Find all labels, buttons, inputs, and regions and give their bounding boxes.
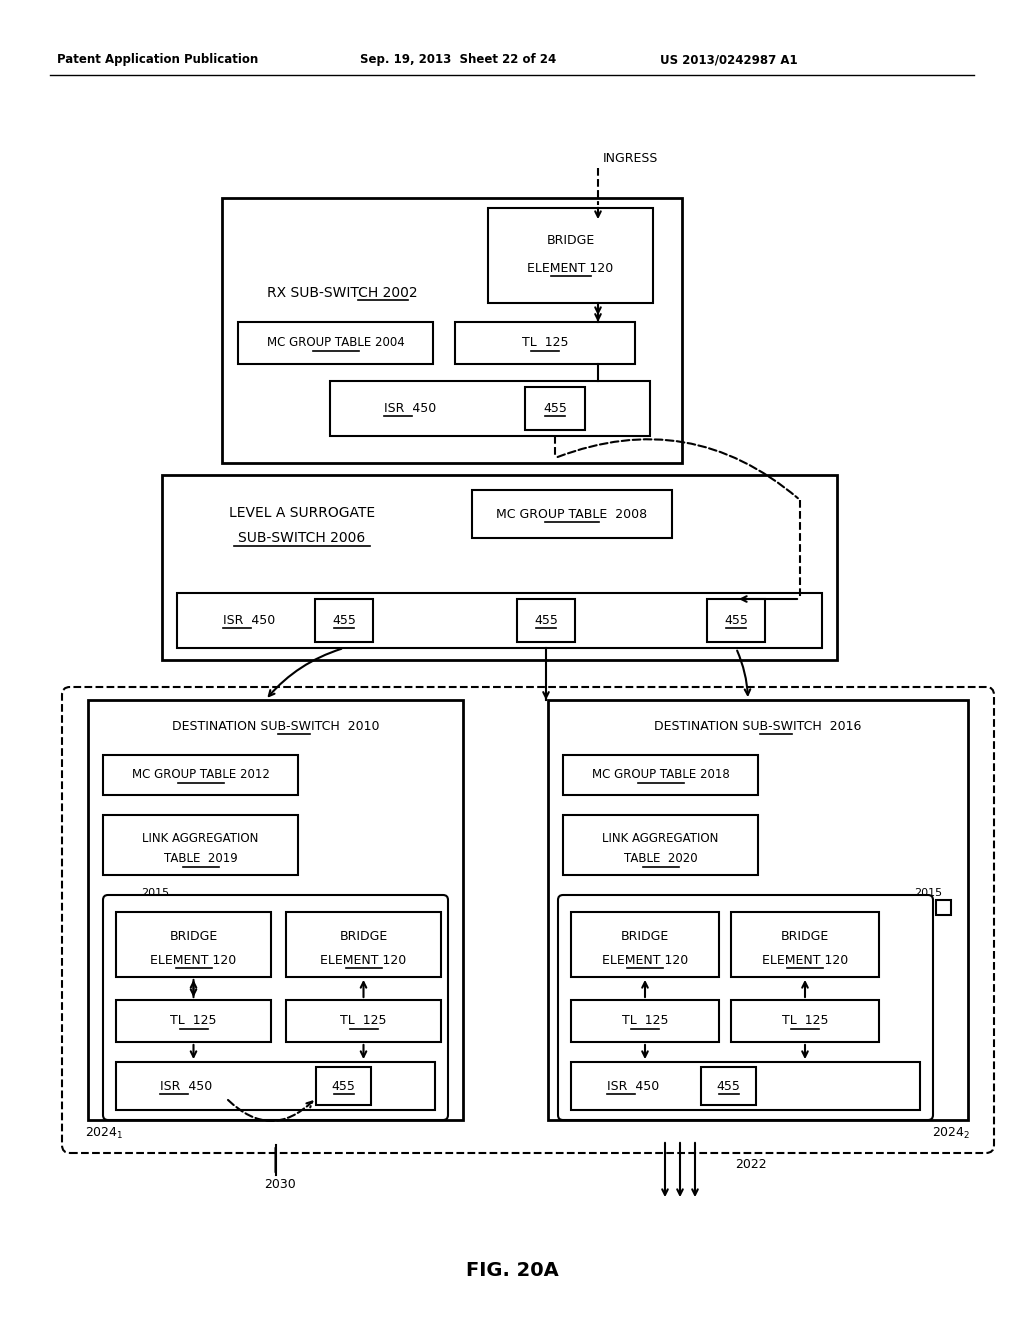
Text: DESTINATION SUB-SWITCH  2010: DESTINATION SUB-SWITCH 2010	[172, 719, 379, 733]
Bar	[563, 755, 758, 795]
Bar	[472, 490, 672, 539]
Text: SUB-SWITCH 2006: SUB-SWITCH 2006	[239, 531, 366, 545]
Bar	[286, 912, 441, 977]
Text: BRIDGE: BRIDGE	[781, 931, 829, 944]
Text: ELEMENT 120: ELEMENT 120	[321, 953, 407, 966]
Text: BRIDGE: BRIDGE	[621, 931, 669, 944]
Text: 2024$_1$: 2024$_1$	[85, 1126, 124, 1140]
Bar	[455, 322, 635, 364]
Text: ELEMENT 120: ELEMENT 120	[602, 953, 688, 966]
Text: TL  125: TL 125	[781, 1015, 828, 1027]
Text: BRIDGE: BRIDGE	[547, 235, 595, 248]
Text: INGRESS: INGRESS	[603, 152, 658, 165]
Bar	[571, 912, 719, 977]
Text: TABLE  2020: TABLE 2020	[624, 853, 697, 866]
FancyBboxPatch shape	[558, 895, 933, 1119]
Bar	[315, 599, 373, 642]
Bar	[517, 599, 575, 642]
Text: Patent Application Publication: Patent Application Publication	[57, 54, 258, 66]
Text: 455: 455	[332, 614, 356, 627]
Bar	[238, 322, 433, 364]
Text: TL  125: TL 125	[522, 337, 568, 350]
Bar	[488, 209, 653, 304]
Bar	[116, 1001, 271, 1041]
Text: 455: 455	[724, 614, 748, 627]
Text: TL  125: TL 125	[170, 1015, 217, 1027]
Text: ISR  450: ISR 450	[384, 401, 436, 414]
Text: 455: 455	[535, 614, 558, 627]
Bar	[103, 814, 298, 875]
Bar	[563, 814, 758, 875]
Bar	[316, 1067, 371, 1105]
Text: ELEMENT 120: ELEMENT 120	[527, 261, 613, 275]
Text: FIG. 20A: FIG. 20A	[466, 1261, 558, 1279]
Bar	[936, 900, 951, 915]
Bar	[548, 700, 968, 1119]
Text: MC GROUP TABLE 2012: MC GROUP TABLE 2012	[131, 768, 269, 781]
Text: Sep. 19, 2013  Sheet 22 of 24: Sep. 19, 2013 Sheet 22 of 24	[360, 54, 556, 66]
Text: US 2013/0242987 A1: US 2013/0242987 A1	[660, 54, 798, 66]
Bar	[103, 755, 298, 795]
Bar	[222, 198, 682, 463]
Text: 2024$_2$: 2024$_2$	[933, 1126, 971, 1140]
Text: 455: 455	[717, 1080, 740, 1093]
Text: TL  125: TL 125	[622, 1015, 669, 1027]
Bar	[731, 1001, 879, 1041]
Text: BRIDGE: BRIDGE	[169, 931, 218, 944]
Text: TL  125: TL 125	[340, 1015, 387, 1027]
Bar	[116, 1063, 435, 1110]
Text: TABLE  2019: TABLE 2019	[164, 853, 238, 866]
Bar	[731, 912, 879, 977]
FancyBboxPatch shape	[103, 895, 449, 1119]
Text: ISR  450: ISR 450	[607, 1080, 659, 1093]
Text: DESTINATION SUB-SWITCH  2016: DESTINATION SUB-SWITCH 2016	[654, 719, 861, 733]
Text: 2022: 2022	[735, 1159, 767, 1172]
Bar	[162, 475, 837, 660]
Text: ISR  450: ISR 450	[160, 1080, 212, 1093]
Text: MC GROUP TABLE  2008: MC GROUP TABLE 2008	[497, 507, 647, 520]
Bar	[571, 1063, 920, 1110]
Bar	[330, 381, 650, 436]
Bar	[286, 1001, 441, 1041]
Bar	[707, 599, 765, 642]
Bar	[177, 593, 822, 648]
Text: LINK AGGREGATION: LINK AGGREGATION	[602, 832, 719, 845]
Text: 2015: 2015	[914, 888, 942, 898]
Text: LEVEL A SURROGATE: LEVEL A SURROGATE	[229, 506, 375, 520]
Text: LINK AGGREGATION: LINK AGGREGATION	[142, 832, 259, 845]
Text: RX SUB-SWITCH 2002: RX SUB-SWITCH 2002	[266, 286, 418, 300]
Text: 455: 455	[543, 401, 567, 414]
Bar	[571, 1001, 719, 1041]
Text: ELEMENT 120: ELEMENT 120	[762, 953, 848, 966]
Bar	[123, 898, 138, 913]
Bar	[88, 700, 463, 1119]
Text: 455: 455	[332, 1080, 355, 1093]
Text: BRIDGE: BRIDGE	[339, 931, 388, 944]
Bar	[525, 387, 585, 430]
Text: ELEMENT 120: ELEMENT 120	[151, 953, 237, 966]
Bar	[701, 1067, 756, 1105]
Text: MC GROUP TABLE 2018: MC GROUP TABLE 2018	[592, 768, 729, 781]
Text: 2030: 2030	[264, 1179, 296, 1192]
Text: ISR  450: ISR 450	[223, 614, 275, 627]
Text: 2015: 2015	[141, 888, 169, 898]
Text: MC GROUP TABLE 2004: MC GROUP TABLE 2004	[266, 337, 404, 350]
Bar	[116, 912, 271, 977]
